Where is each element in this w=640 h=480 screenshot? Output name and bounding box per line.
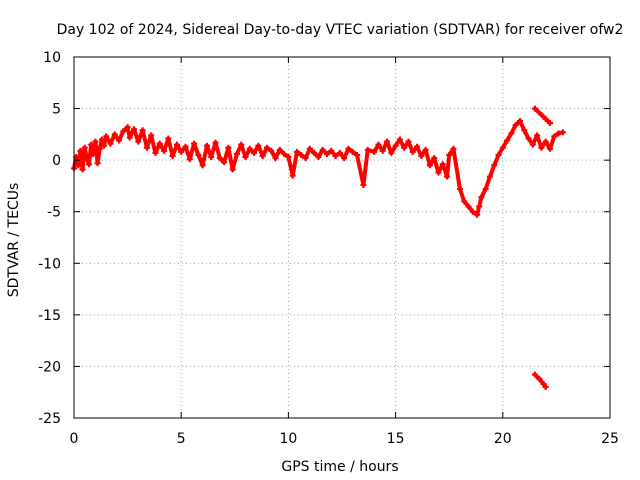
series-0 [71,117,566,218]
y-tick-label: 0 [52,153,61,169]
series-1 [531,105,553,127]
data-trace-segment [290,149,299,178]
data-point [559,129,566,136]
y-tick-label: -15 [38,308,61,324]
y-tick-labels: 10 5 0 -5 -10 -15 -20 -25 [38,50,61,427]
chart-title: Day 102 of 2024, Sidereal Day-to-day VTE… [57,22,624,38]
y-tick-label: -20 [38,359,61,375]
x-tick-label: 0 [70,431,79,447]
data-point [542,384,549,391]
y-tick-label: 5 [52,102,61,118]
data-trace-segment [451,146,462,192]
axis-ticks [73,56,611,419]
x-tick-label: 10 [279,431,297,447]
data-points [71,105,566,391]
grid-lines [74,57,610,418]
data-point [546,120,553,127]
y-tick-label: -5 [47,205,61,221]
data-trace-segment [361,147,370,187]
x-axis-label: GPS time / hours [281,459,398,475]
x-tick-label: 15 [387,431,405,447]
y-tick-label: -25 [38,411,61,427]
x-tick-label: 5 [177,431,186,447]
y-tick-label: -10 [38,256,61,272]
plot-frame [73,56,611,419]
series-2 [531,371,549,391]
x-tick-labels: 0 5 10 15 20 25 [70,431,619,447]
y-axis-label: SDTVAR / TECUs [6,183,22,298]
x-tick-label: 20 [494,431,512,447]
x-tick-label: 25 [601,431,619,447]
data-trace-segment [445,152,452,179]
y-tick-label: 10 [43,50,61,66]
